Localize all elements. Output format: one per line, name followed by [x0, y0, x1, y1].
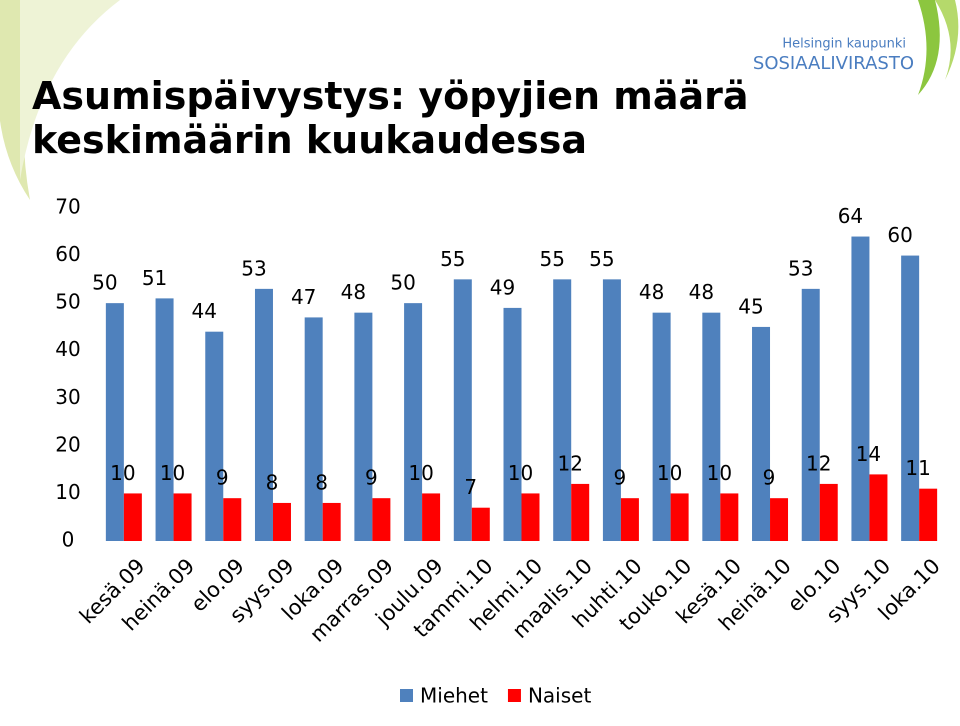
bar	[571, 483, 590, 541]
data-label: 11	[905, 456, 930, 480]
legend-swatch	[507, 689, 521, 702]
bar	[652, 312, 671, 541]
data-label: 14	[856, 442, 881, 466]
data-label: 55	[589, 247, 614, 271]
decoration	[918, 0, 940, 95]
y-tick-label: 0	[62, 528, 75, 552]
logo-line1: Helsingin kaupunki	[782, 37, 906, 52]
data-label: 55	[539, 247, 564, 271]
bar	[670, 493, 689, 541]
chart-title: Asumispäivystys: yöpyjien määrä keskimää…	[32, 74, 749, 162]
data-label: 44	[192, 299, 217, 323]
y-tick-label: 20	[55, 432, 80, 456]
data-label: 8	[266, 470, 279, 494]
bar	[354, 312, 373, 541]
bar	[422, 493, 441, 541]
bar	[223, 498, 242, 541]
bar	[720, 493, 739, 541]
data-label: 10	[408, 461, 433, 485]
y-tick-label: 40	[55, 337, 80, 361]
logo-line2: SOSIAALIVIRASTO	[753, 53, 914, 74]
y-tick-label: 70	[55, 195, 80, 219]
data-label: 53	[241, 256, 266, 280]
bar	[851, 236, 870, 542]
y-tick-label: 50	[55, 290, 80, 314]
legend-label: Miehet	[420, 684, 488, 708]
bar	[869, 474, 888, 541]
bar	[901, 255, 920, 542]
data-label: 53	[788, 256, 813, 280]
data-label: 9	[365, 466, 378, 490]
bar	[819, 483, 838, 541]
bar	[503, 307, 522, 541]
bar	[453, 279, 472, 541]
bar	[404, 303, 423, 541]
data-label: 12	[557, 451, 582, 475]
bar	[770, 498, 789, 541]
data-label: 9	[216, 466, 229, 490]
bar	[521, 493, 540, 541]
bar	[304, 317, 323, 541]
bar	[471, 507, 490, 541]
decoration	[935, 0, 959, 80]
data-label: 48	[639, 280, 664, 304]
data-label: 9	[763, 466, 776, 490]
bar	[372, 498, 391, 541]
bar	[620, 498, 639, 541]
bar	[322, 502, 341, 541]
data-label: 8	[315, 470, 328, 494]
data-label: 10	[508, 461, 533, 485]
bar	[702, 312, 721, 541]
data-label: 10	[110, 461, 135, 485]
data-label: 60	[887, 223, 912, 247]
legend-swatch	[400, 689, 413, 702]
data-label: 45	[738, 294, 763, 318]
bar	[105, 303, 124, 541]
bar	[919, 488, 938, 541]
bar	[155, 298, 174, 541]
data-label: 49	[490, 275, 515, 299]
decoration	[20, 0, 120, 180]
data-label: 48	[689, 280, 714, 304]
bar	[205, 331, 224, 541]
bar	[553, 279, 572, 541]
y-tick-label: 10	[55, 480, 80, 504]
bar	[173, 493, 192, 541]
data-label: 64	[838, 204, 863, 228]
data-label: 7	[464, 475, 477, 499]
bar	[602, 279, 621, 541]
bar	[123, 493, 142, 541]
data-label: 50	[390, 271, 415, 295]
y-tick-label: 60	[55, 242, 80, 266]
bar	[254, 288, 273, 541]
data-label: 48	[341, 280, 366, 304]
bar	[801, 288, 820, 541]
legend-label: Naiset	[528, 684, 591, 708]
y-tick-label: 30	[55, 385, 80, 409]
data-label: 47	[291, 285, 316, 309]
data-label: 51	[142, 266, 167, 290]
data-label: 10	[657, 461, 682, 485]
data-label: 10	[707, 461, 732, 485]
decoration	[0, 0, 55, 200]
data-label: 55	[440, 247, 465, 271]
bar	[752, 326, 771, 541]
data-label: 50	[92, 271, 117, 295]
bar	[272, 502, 291, 541]
data-label: 10	[160, 461, 185, 485]
data-label: 12	[806, 451, 831, 475]
data-label: 9	[614, 466, 627, 490]
